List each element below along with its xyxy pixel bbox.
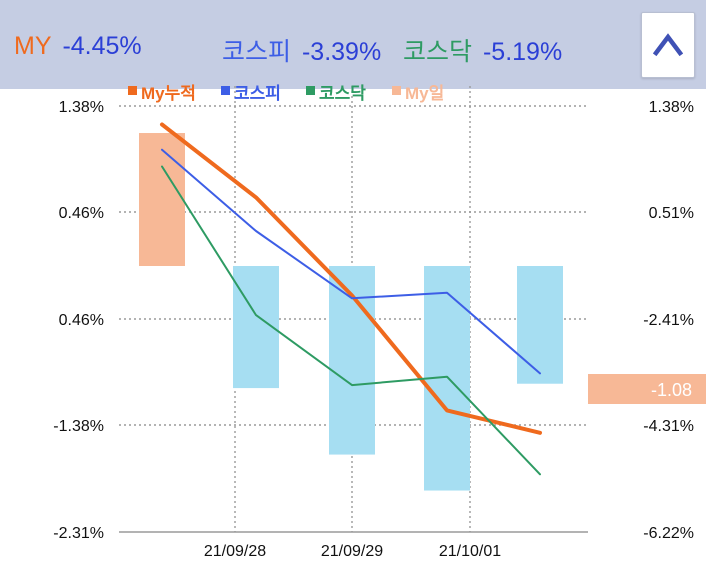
legend-swatch	[306, 86, 315, 95]
right-axis-tick-label: -6.22%	[643, 525, 694, 542]
x-axis-tick-label: 21/09/29	[321, 543, 383, 560]
line-kosdaq	[161, 165, 541, 476]
chevron-up-icon	[653, 33, 683, 57]
left-axis-tick-label: -1.38%	[53, 418, 104, 435]
bar-my-daily	[517, 266, 563, 384]
my-return-summary: MY -4.45%	[14, 32, 142, 61]
daily-value-callout	[588, 374, 706, 404]
kospi-return-summary: 코스피 -3.39%	[222, 32, 381, 68]
kospi-label: 코스피	[222, 38, 292, 66]
my-label: MY	[14, 32, 52, 60]
line-my-cumulative	[160, 122, 542, 435]
legend-label: 코스닥	[319, 84, 366, 103]
bar-my-daily	[139, 133, 185, 266]
x-axis-tick-label: 21/09/28	[204, 543, 266, 560]
legend-label: My누적	[141, 84, 196, 103]
legend-swatch	[128, 86, 137, 95]
kospi-return-value: -3.39%	[301, 38, 382, 66]
legend-label: 코스피	[234, 84, 281, 103]
left-axis-tick-label: 0.46%	[59, 205, 104, 222]
right-axis-tick-label: 0.51%	[649, 205, 694, 222]
line-kospi	[161, 148, 541, 375]
right-axis-tick-label: -2.41%	[643, 312, 694, 329]
kosdaq-return-summary: 코스닥 -5.19%	[403, 32, 562, 68]
my-return-value: -4.45%	[62, 32, 142, 60]
summary-header: MY -4.45% 코스피 -3.39% 코스닥 -5.19%	[0, 0, 706, 89]
right-axis-tick-label: 1.38%	[649, 99, 694, 116]
left-axis-tick-label: -2.31%	[53, 525, 104, 542]
kosdaq-return-value: -5.19%	[482, 38, 563, 66]
legend-swatch	[221, 86, 230, 95]
right-axis-tick-label: -4.31%	[643, 418, 694, 435]
kosdaq-label: 코스닥	[403, 38, 473, 66]
left-axis-tick-label: 1.38%	[59, 99, 104, 116]
legend-label: My일	[405, 84, 444, 103]
left-axis-tick-label: 0.46%	[59, 312, 104, 329]
x-axis-tick-label: 21/10/01	[439, 543, 501, 560]
legend-swatch	[392, 86, 401, 95]
collapse-button[interactable]	[641, 12, 695, 78]
daily-value-callout-label: -1.08	[651, 380, 692, 400]
